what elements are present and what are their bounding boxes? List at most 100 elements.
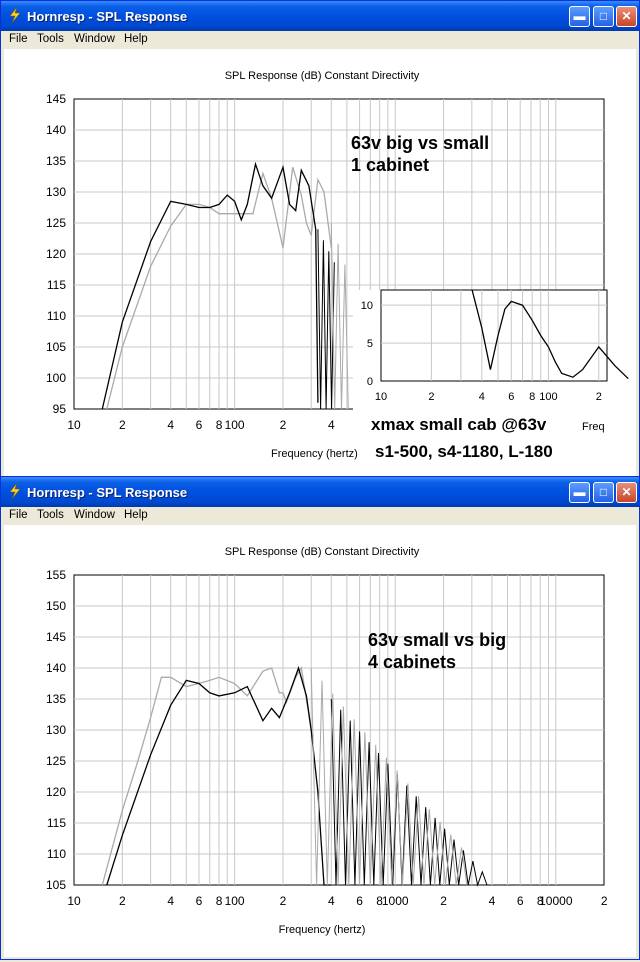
x-tick-label: 2 <box>119 418 126 432</box>
inset-y-tick-label: 5 <box>367 338 373 350</box>
x-tick-label: 2 <box>280 418 287 432</box>
close-button[interactable]: ✕ <box>616 6 637 27</box>
y-tick-label: 125 <box>46 216 66 230</box>
y-tick-label: 145 <box>46 630 66 644</box>
x-tick-label: 10 <box>67 418 81 432</box>
series-lines <box>101 161 349 410</box>
chart-area: SPL Response (dB) Constant Directivity 1… <box>4 49 636 477</box>
y-tick-label: 115 <box>47 278 66 292</box>
window-spl-response-1: Hornresp - SPL Response ▬ □ ✕ File Tools… <box>0 0 640 478</box>
y-tick-label: 120 <box>46 247 66 261</box>
chart-area: SPL Response (dB) Constant Directivity 1… <box>4 525 636 957</box>
y-tick-labels: 145 140 135 130 125 120 115 110 105 100 95 <box>46 92 66 416</box>
menu-help[interactable]: Help <box>124 33 148 45</box>
y-tick-label: 135 <box>46 154 66 168</box>
y-tick-label: 140 <box>46 661 66 675</box>
x-tick-label: 1000 <box>382 894 409 908</box>
y-tick-label: 110 <box>47 847 66 861</box>
y-tick-label: 95 <box>53 402 67 416</box>
annotation-line-1: 63v big vs small <box>351 133 489 153</box>
inset-x-tick-label: 10 <box>375 391 387 403</box>
x-tick-label: 8 <box>216 894 223 908</box>
x-tick-label: 100 <box>225 418 245 432</box>
spl-chart-1: SPL Response (dB) Constant Directivity 1… <box>46 70 636 461</box>
chart-title: SPL Response (dB) Constant Directivity <box>225 546 420 558</box>
x-tick-label: 4 <box>167 894 174 908</box>
y-tick-label: 105 <box>46 340 66 354</box>
x-tick-label: 100 <box>225 894 245 908</box>
y-tick-label: 110 <box>47 309 66 323</box>
inset-x-tick-label: 4 <box>479 391 485 403</box>
inset-frame <box>380 289 608 382</box>
menu-file[interactable]: File <box>9 33 28 45</box>
x-tick-label: 6 <box>517 894 524 908</box>
y-tick-label: 135 <box>46 692 66 706</box>
footer-note: s1-500, s4-1180, L-180 <box>375 442 553 461</box>
minimize-button[interactable]: ▬ <box>569 482 590 503</box>
x-tick-label: 6 <box>196 894 203 908</box>
menu-bar: File Tools Window Help <box>1 507 639 525</box>
y-tick-label: 130 <box>46 185 66 199</box>
menu-window[interactable]: Window <box>74 33 115 45</box>
inset-y-tick-label: 0 <box>367 376 373 388</box>
x-tick-label: 10000 <box>539 894 573 908</box>
grid-lines <box>74 575 604 885</box>
y-tick-label: 120 <box>46 785 66 799</box>
chart-title: SPL Response (dB) Constant Directivity <box>225 70 420 82</box>
x-tick-label: 4 <box>328 418 335 432</box>
window-title: Hornresp - SPL Response <box>27 9 188 24</box>
annotation-line-2: 1 cabinet <box>351 155 429 175</box>
x-tick-label: 6 <box>196 418 203 432</box>
inset-x-tick-label: 2 <box>596 391 602 403</box>
series-tail <box>330 222 349 410</box>
x-tick-label: 10 <box>67 894 81 908</box>
close-button[interactable]: ✕ <box>616 482 637 503</box>
y-tick-label: 125 <box>46 754 66 768</box>
x-tick-label: 2 <box>280 894 287 908</box>
menu-tools[interactable]: Tools <box>37 509 64 521</box>
x-tick-label: 2 <box>440 894 447 908</box>
menu-bar: File Tools Window Help <box>1 31 639 49</box>
spl-chart-2: SPL Response (dB) Constant Directivity 1… <box>46 546 608 936</box>
title-bar[interactable]: Hornresp - SPL Response ▬ □ ✕ <box>1 477 639 507</box>
x-tick-label: 8 <box>537 894 544 908</box>
y-tick-label: 140 <box>46 123 66 137</box>
x-tick-labels: 10 2 4 6 8 100 2 4 <box>67 418 335 432</box>
inset-caption-cut: Freq <box>582 421 605 433</box>
title-bar[interactable]: Hornresp - SPL Response ▬ □ ✕ <box>1 1 639 31</box>
x-tick-label: 2 <box>119 894 126 908</box>
menu-file[interactable]: File <box>9 509 28 521</box>
x-tick-label: 4 <box>489 894 496 908</box>
menu-tools[interactable]: Tools <box>37 33 64 45</box>
series-tail <box>310 667 468 886</box>
y-tick-label: 155 <box>46 568 66 582</box>
inset-x-tick-label: 6 <box>508 391 514 403</box>
annotation-line-1: 63v small vs big <box>368 630 506 650</box>
maximize-button[interactable]: □ <box>593 482 614 503</box>
inset-series-line <box>471 289 629 380</box>
menu-window[interactable]: Window <box>74 509 115 521</box>
app-lightning-icon <box>9 7 21 23</box>
series-line-black <box>101 161 319 410</box>
x-tick-label: 4 <box>328 894 335 908</box>
maximize-button[interactable]: □ <box>593 6 614 27</box>
inset-x-tick-label: 8 <box>529 391 535 403</box>
series-lines <box>101 665 488 887</box>
window-title: Hornresp - SPL Response <box>27 485 188 500</box>
y-tick-label: 150 <box>46 599 66 613</box>
x-axis-label: Frequency (hertz) <box>271 448 358 460</box>
minimize-button[interactable]: ▬ <box>569 6 590 27</box>
inset-x-tick-label: 2 <box>428 391 434 403</box>
y-tick-label: 105 <box>46 878 66 892</box>
x-tick-label: 8 <box>216 418 223 432</box>
series-line-black <box>106 665 332 886</box>
window-spl-response-2: Hornresp - SPL Response ▬ □ ✕ File Tools… <box>0 476 640 960</box>
y-tick-label: 100 <box>46 371 66 385</box>
inset-y-tick-label: 10 <box>361 300 373 312</box>
menu-help[interactable]: Help <box>124 509 148 521</box>
series-line-gray <box>106 167 332 410</box>
y-tick-labels: 155 150 145 140 135 130 125 120 115 110 105 <box>46 568 66 892</box>
series-tail <box>317 229 335 410</box>
